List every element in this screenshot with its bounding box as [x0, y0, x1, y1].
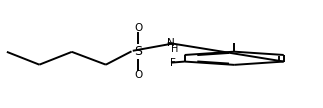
Text: F: F: [171, 58, 176, 68]
Text: O: O: [134, 70, 142, 80]
Text: S: S: [134, 45, 142, 58]
Text: O: O: [134, 23, 142, 33]
Text: H: H: [171, 44, 178, 54]
Text: N: N: [167, 38, 175, 48]
